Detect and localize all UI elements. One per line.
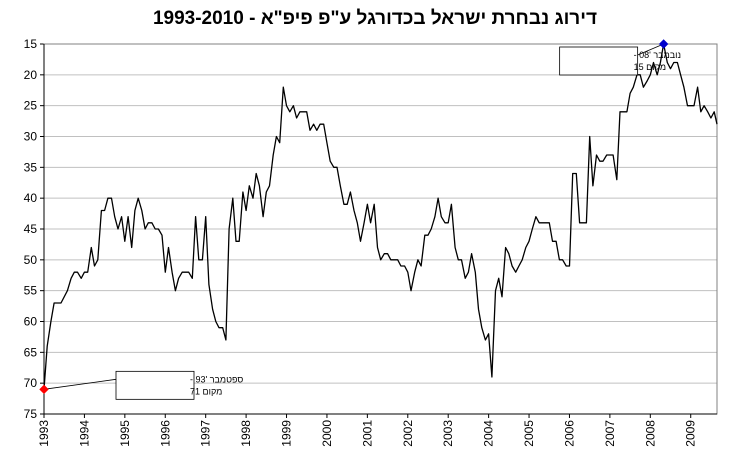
annotation-line-1: נובמבר '08 - <box>634 50 681 60</box>
min-point-marker <box>39 384 49 395</box>
y-tick-label: 65 <box>24 345 38 359</box>
x-tick-label: 1996 <box>158 420 172 447</box>
annotation-line-2: מקום 71 <box>190 386 222 396</box>
max-point-marker <box>658 39 669 49</box>
y-tick-label: 20 <box>24 68 38 82</box>
x-tick-label: 2000 <box>320 420 334 447</box>
y-tick-label: 70 <box>24 376 38 390</box>
y-tick-label: 45 <box>24 222 38 236</box>
y-tick-label: 25 <box>24 99 38 113</box>
annotation-leader <box>43 378 117 390</box>
annotations: ספטמבר '93 - מקום 71 נובמבר '08 - מקום 15 <box>39 39 681 400</box>
x-tick-label: 2001 <box>360 420 374 447</box>
x-tick-label: 2009 <box>684 420 698 447</box>
x-tick-label: 2002 <box>401 420 415 447</box>
y-tick-label: 15 <box>24 37 38 51</box>
y-tick-label: 60 <box>24 315 38 329</box>
x-tick-label: 2003 <box>441 420 455 447</box>
x-tick-label: 2008 <box>643 420 657 447</box>
x-tick-label: 2007 <box>603 420 617 447</box>
x-tick-label: 1993 <box>37 420 51 447</box>
x-tick-label: 1997 <box>199 420 213 447</box>
y-tick-label: 50 <box>24 253 38 267</box>
series-line <box>43 43 718 390</box>
x-tick-label: 1998 <box>239 420 253 447</box>
axes <box>40 43 718 418</box>
series-line-group <box>43 43 718 390</box>
x-tick-label: 2004 <box>482 420 496 447</box>
x-tick-label: 2005 <box>522 420 536 447</box>
x-tick-labels: 1993 1994 1995 1996 1997 1998 1999 2000 2001 2002… <box>37 420 698 447</box>
y-tick-label: 75 <box>24 407 38 421</box>
annotation-box <box>559 46 639 76</box>
annotation-line-1: ספטמבר '93 - <box>190 374 243 384</box>
chart-title: דירוג נבחרת ישראל בכדורגל ע"פ פיפ"א - 19… <box>152 8 598 29</box>
y-tick-label: 55 <box>24 284 38 298</box>
annotation-line-2: מקום 15 <box>634 62 666 72</box>
y-tick-labels: 15 20 25 30 35 40 45 50 55 60 65 70 75 <box>24 37 38 421</box>
x-tick-label: 1995 <box>118 420 132 447</box>
y-tick-label: 30 <box>24 130 38 144</box>
annotation-leader <box>637 43 664 56</box>
x-tick-label: 2006 <box>562 420 576 447</box>
annotation-box <box>115 370 195 400</box>
y-tick-label: 35 <box>24 160 38 174</box>
x-tick-label: 1999 <box>280 420 294 447</box>
y-tick-label: 40 <box>24 191 38 205</box>
x-tick-label: 1994 <box>77 420 91 447</box>
